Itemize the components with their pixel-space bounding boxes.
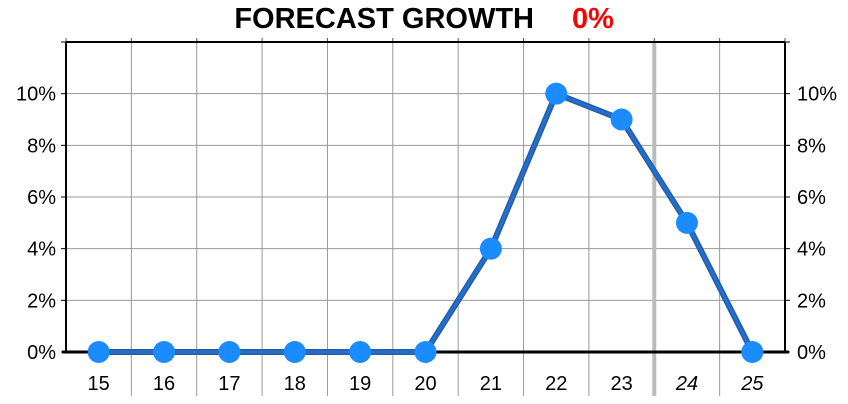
y-tick-label-left: 0% (27, 342, 56, 364)
data-point (349, 341, 372, 363)
data-point (545, 82, 568, 105)
data-point (741, 341, 764, 363)
y-tick-label-left: 4% (27, 239, 56, 261)
data-point (414, 341, 437, 363)
y-tick-label-right: 4% (797, 239, 826, 261)
x-tick-label: 25 (740, 373, 764, 395)
y-tick-label-right: 10% (797, 84, 837, 106)
x-tick-label: 23 (610, 373, 632, 395)
y-tick-label-right: 0% (797, 342, 826, 364)
y-tick-label-left: 2% (27, 290, 56, 312)
x-tick-label: 17 (218, 373, 240, 395)
data-point (87, 341, 110, 363)
series-layer (87, 82, 764, 363)
x-tick-label: 21 (480, 373, 502, 395)
y-tick-label-left: 6% (27, 187, 56, 209)
x-tick-label: 16 (153, 373, 175, 395)
y-tick-label-left: 8% (27, 135, 56, 157)
data-point (283, 341, 306, 363)
axis-layer (61, 38, 790, 354)
data-point (479, 237, 502, 260)
chart-title-value: 0% (572, 3, 614, 35)
x-tick-label: 20 (414, 373, 436, 395)
y-tick-label-right: 8% (797, 135, 826, 157)
chart-title: FORECAST GROWTH (234, 3, 534, 35)
data-point (610, 108, 633, 131)
y-tick-label-right: 6% (797, 187, 826, 209)
x-tick-label: 22 (545, 373, 567, 395)
data-point (153, 341, 176, 363)
x-tick-label: 15 (88, 373, 110, 395)
data-point (218, 341, 241, 363)
data-point (675, 211, 698, 234)
y-tick-label-right: 2% (797, 290, 826, 312)
x-tick-label: 19 (349, 373, 371, 395)
y-tick-label-left: 10% (16, 84, 56, 106)
x-tick-label: 24 (675, 373, 698, 395)
x-tick-label: 18 (284, 373, 306, 395)
label-layer: 0% 0% 2% 2% 4% 4% 6% 6% 8% 8% 10% 10% 15 16 17 18 19 20 21… (16, 84, 837, 395)
